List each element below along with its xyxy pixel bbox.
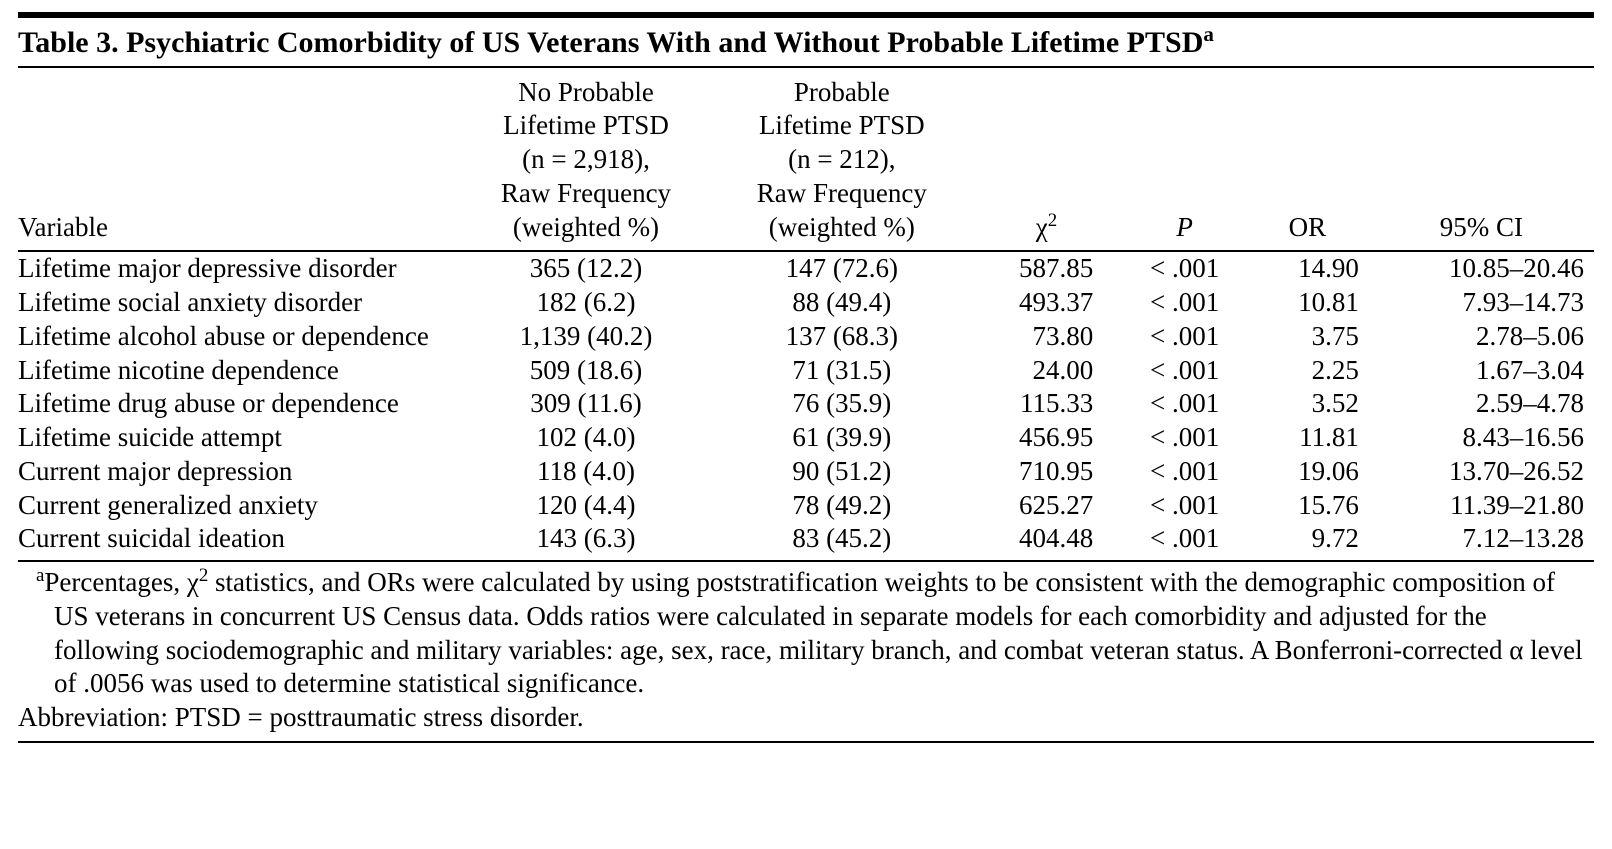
table-row: Current major depression118 (4.0)90 (51.…: [18, 455, 1594, 489]
cell-or: 11.81: [1246, 421, 1369, 455]
cell-no-ptsd: 182 (6.2): [458, 286, 714, 320]
cell-variable: Current generalized anxiety: [18, 489, 458, 523]
cell-ptsd: 88 (49.4): [714, 286, 970, 320]
cell-chi2: 587.85: [970, 251, 1124, 286]
cell-ci: 11.39–21.80: [1369, 489, 1594, 523]
col-header-chi2: χ2: [970, 68, 1124, 252]
cell-p: < .001: [1123, 387, 1246, 421]
cell-ci: 2.59–4.78: [1369, 387, 1594, 421]
cell-chi2: 73.80: [970, 320, 1124, 354]
cell-or: 3.75: [1246, 320, 1369, 354]
table-row: Lifetime suicide attempt102 (4.0)61 (39.…: [18, 421, 1594, 455]
table-header-row: Variable No ProbableLifetime PTSD(n = 2,…: [18, 68, 1594, 252]
cell-ptsd: 61 (39.9): [714, 421, 970, 455]
table-row: Lifetime major depressive disorder365 (1…: [18, 251, 1594, 286]
cell-no-ptsd: 365 (12.2): [458, 251, 714, 286]
cell-ci: 1.67–3.04: [1369, 354, 1594, 388]
cell-ci: 2.78–5.06: [1369, 320, 1594, 354]
cell-ci: 7.93–14.73: [1369, 286, 1594, 320]
cell-ci: 10.85–20.46: [1369, 251, 1594, 286]
cell-p: < .001: [1123, 489, 1246, 523]
table-abbreviation: Abbreviation: PTSD = posttraumatic stres…: [18, 701, 1594, 743]
cell-chi2: 710.95: [970, 455, 1124, 489]
table-row: Lifetime nicotine dependence509 (18.6)71…: [18, 354, 1594, 388]
col-header-variable: Variable: [18, 68, 458, 252]
cell-ptsd: 147 (72.6): [714, 251, 970, 286]
cell-chi2: 24.00: [970, 354, 1124, 388]
cell-or: 14.90: [1246, 251, 1369, 286]
table-row: Current suicidal ideation143 (6.3)83 (45…: [18, 522, 1594, 560]
table-row: Lifetime drug abuse or dependence309 (11…: [18, 387, 1594, 421]
cell-variable: Lifetime alcohol abuse or dependence: [18, 320, 458, 354]
cell-ptsd: 137 (68.3): [714, 320, 970, 354]
cell-variable: Current major depression: [18, 455, 458, 489]
cell-variable: Lifetime suicide attempt: [18, 421, 458, 455]
comorbidity-table: Variable No ProbableLifetime PTSD(n = 2,…: [18, 68, 1594, 561]
cell-chi2: 493.37: [970, 286, 1124, 320]
cell-ci: 7.12–13.28: [1369, 522, 1594, 560]
cell-no-ptsd: 509 (18.6): [458, 354, 714, 388]
col-header-ptsd: ProbableLifetime PTSD(n = 212),Raw Frequ…: [714, 68, 970, 252]
table-row: Current generalized anxiety120 (4.4)78 (…: [18, 489, 1594, 523]
cell-p: < .001: [1123, 522, 1246, 560]
cell-ci: 8.43–16.56: [1369, 421, 1594, 455]
cell-variable: Current suicidal ideation: [18, 522, 458, 560]
table-row: Lifetime social anxiety disorder182 (6.2…: [18, 286, 1594, 320]
cell-or: 19.06: [1246, 455, 1369, 489]
table-row: Lifetime alcohol abuse or dependence1,13…: [18, 320, 1594, 354]
cell-chi2: 115.33: [970, 387, 1124, 421]
cell-no-ptsd: 102 (4.0): [458, 421, 714, 455]
cell-or: 9.72: [1246, 522, 1369, 560]
cell-ptsd: 76 (35.9): [714, 387, 970, 421]
col-header-p: P: [1123, 68, 1246, 252]
cell-variable: Lifetime nicotine dependence: [18, 354, 458, 388]
cell-ptsd: 83 (45.2): [714, 522, 970, 560]
cell-chi2: 456.95: [970, 421, 1124, 455]
table-footnote: aPercentages, χ2 statistics, and ORs wer…: [18, 562, 1594, 701]
cell-variable: Lifetime social anxiety disorder: [18, 286, 458, 320]
col-header-or: OR: [1246, 68, 1369, 252]
cell-or: 2.25: [1246, 354, 1369, 388]
table-body: Lifetime major depressive disorder365 (1…: [18, 251, 1594, 560]
cell-p: < .001: [1123, 320, 1246, 354]
cell-no-ptsd: 120 (4.4): [458, 489, 714, 523]
cell-p: < .001: [1123, 251, 1246, 286]
cell-variable: Lifetime major depressive disorder: [18, 251, 458, 286]
cell-p: < .001: [1123, 421, 1246, 455]
cell-chi2: 404.48: [970, 522, 1124, 560]
cell-p: < .001: [1123, 455, 1246, 489]
cell-or: 3.52: [1246, 387, 1369, 421]
col-header-no-ptsd: No ProbableLifetime PTSD(n = 2,918),Raw …: [458, 68, 714, 252]
cell-ptsd: 71 (31.5): [714, 354, 970, 388]
table-3: Table 3. Psychiatric Comorbidity of US V…: [18, 12, 1594, 743]
table-title: Table 3. Psychiatric Comorbidity of US V…: [18, 18, 1594, 68]
cell-no-ptsd: 118 (4.0): [458, 455, 714, 489]
cell-or: 10.81: [1246, 286, 1369, 320]
cell-no-ptsd: 1,139 (40.2): [458, 320, 714, 354]
cell-no-ptsd: 143 (6.3): [458, 522, 714, 560]
cell-variable: Lifetime drug abuse or dependence: [18, 387, 458, 421]
cell-no-ptsd: 309 (11.6): [458, 387, 714, 421]
cell-ci: 13.70–26.52: [1369, 455, 1594, 489]
cell-or: 15.76: [1246, 489, 1369, 523]
cell-chi2: 625.27: [970, 489, 1124, 523]
col-header-ci: 95% CI: [1369, 68, 1594, 252]
cell-p: < .001: [1123, 286, 1246, 320]
cell-ptsd: 78 (49.2): [714, 489, 970, 523]
cell-p: < .001: [1123, 354, 1246, 388]
cell-ptsd: 90 (51.2): [714, 455, 970, 489]
